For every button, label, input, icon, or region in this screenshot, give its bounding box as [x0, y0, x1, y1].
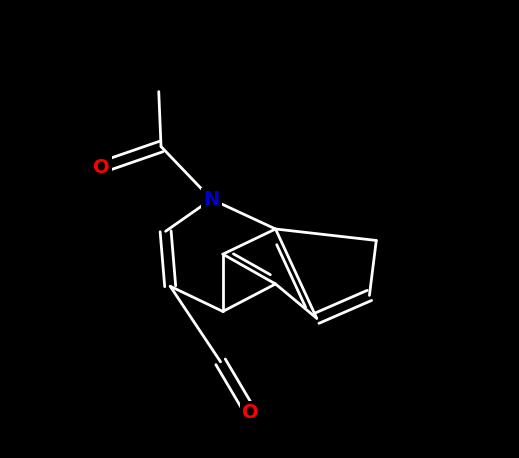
Text: O: O: [242, 403, 258, 422]
Text: N: N: [203, 190, 220, 209]
Text: O: O: [93, 158, 110, 177]
